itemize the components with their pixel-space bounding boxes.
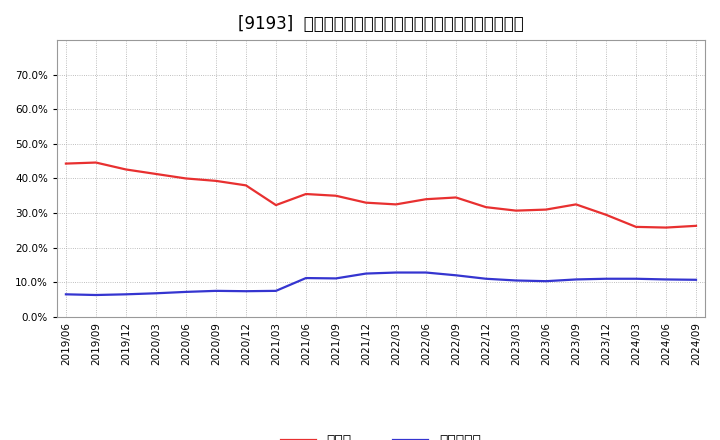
現预金 [662, 225, 670, 230]
現预金 [62, 161, 71, 166]
有利子負債 [271, 288, 280, 293]
現预金 [361, 200, 370, 205]
有利子負債 [692, 277, 701, 282]
現预金 [271, 202, 280, 208]
現预金 [512, 208, 521, 213]
Line: 有利子負債: 有利子負債 [66, 272, 696, 295]
現预金 [242, 183, 251, 188]
現预金 [422, 197, 431, 202]
有利子負債 [512, 278, 521, 283]
現预金 [451, 195, 460, 200]
有利子負債 [451, 273, 460, 278]
有利子負債 [662, 277, 670, 282]
有利子負債 [242, 289, 251, 294]
Title: [9193]  現预金、有利子負債の総資産に対する比率の推移: [9193] 現预金、有利子負債の総資産に対する比率の推移 [238, 15, 524, 33]
有利子負債 [212, 288, 220, 293]
現预金 [392, 202, 400, 207]
有利子負債 [62, 292, 71, 297]
現预金 [631, 224, 640, 230]
現预金 [602, 212, 611, 217]
有利子負債 [122, 292, 130, 297]
有利子負債 [631, 276, 640, 282]
有利子負債 [91, 292, 100, 297]
有利子負債 [332, 276, 341, 281]
現预金 [152, 171, 161, 176]
現预金 [692, 223, 701, 228]
有利子負債 [422, 270, 431, 275]
現预金 [482, 205, 490, 210]
現预金 [122, 167, 130, 172]
現预金 [302, 191, 310, 197]
現预金 [91, 160, 100, 165]
有利子負債 [181, 289, 190, 294]
有利子負債 [572, 277, 580, 282]
Line: 現预金: 現预金 [66, 162, 696, 227]
有利子負債 [392, 270, 400, 275]
Legend: 現预金, 有利子負債: 現预金, 有利子負債 [275, 429, 487, 440]
現预金 [332, 193, 341, 198]
有利子負債 [602, 276, 611, 282]
現预金 [212, 178, 220, 183]
有利子負債 [482, 276, 490, 282]
現预金 [541, 207, 550, 212]
現预金 [181, 176, 190, 181]
現预金 [572, 202, 580, 207]
有利子負債 [541, 279, 550, 284]
有利子負債 [361, 271, 370, 276]
有利子負債 [302, 275, 310, 281]
有利子負債 [152, 291, 161, 296]
